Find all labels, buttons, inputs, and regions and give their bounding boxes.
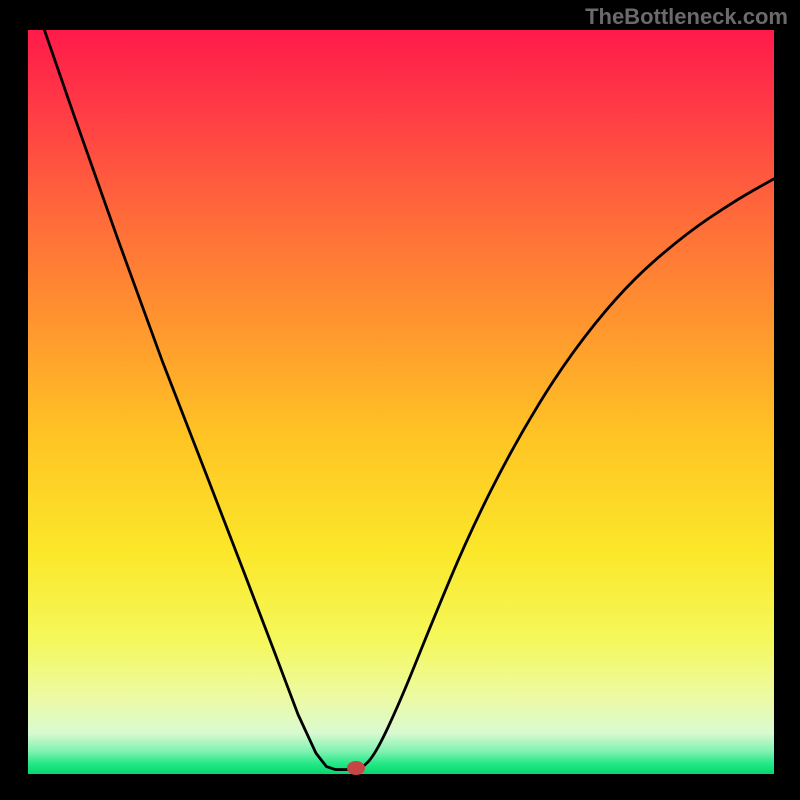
curve-path — [44, 30, 774, 770]
plot-area — [28, 30, 774, 774]
minimum-point-marker — [347, 761, 365, 775]
bottleneck-curve — [28, 30, 774, 774]
watermark-text: TheBottleneck.com — [585, 4, 788, 30]
